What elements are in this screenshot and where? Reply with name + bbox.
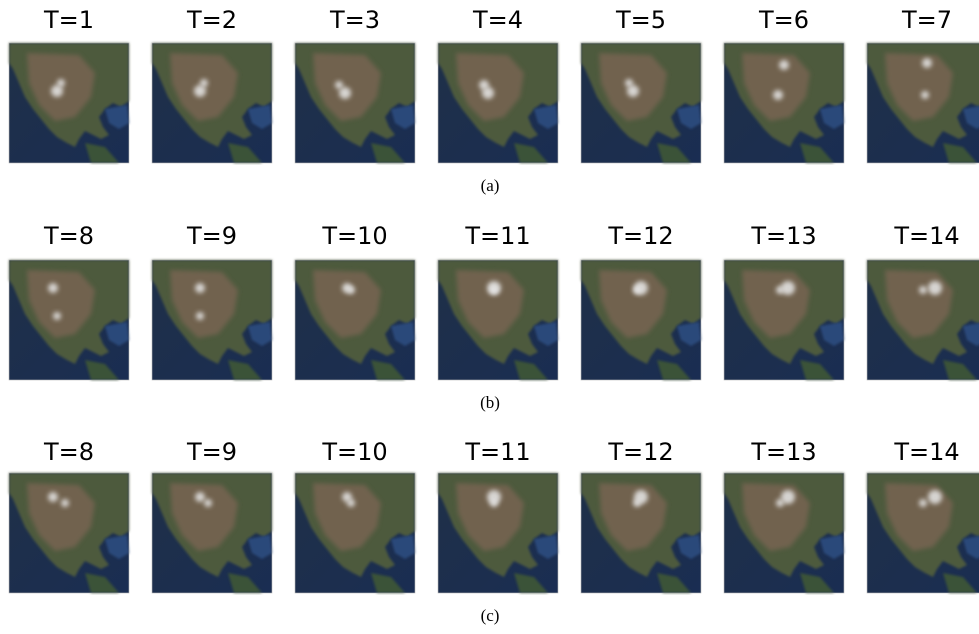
cloud <box>347 286 355 294</box>
cloud <box>776 286 784 294</box>
map-thumbnail <box>581 43 701 163</box>
figure: T=1 T=2 T=3 T=4 T=5 T=6 T=7 (a) T=8 T=9 T=10 T=11 T=… <box>0 0 979 634</box>
frame-label: T=8 <box>43 222 94 250</box>
map-image <box>438 473 558 593</box>
subfigure-caption: (a) <box>481 176 500 195</box>
frame-label: T=9 <box>186 222 237 250</box>
cloud <box>919 286 927 294</box>
cloud <box>779 60 789 70</box>
map-image <box>867 473 979 593</box>
frame-label: T=8 <box>43 438 94 466</box>
cloud <box>776 499 784 507</box>
cloud <box>490 499 498 507</box>
cloud <box>204 499 212 507</box>
frame-label: T=13 <box>750 438 816 466</box>
frame-label: T=3 <box>329 6 380 34</box>
map-thumbnail <box>152 260 272 380</box>
map-image <box>152 43 272 163</box>
subfigure-caption: (b) <box>480 393 500 412</box>
map-image <box>581 43 701 163</box>
map-thumbnail <box>438 260 558 380</box>
map-thumbnail <box>724 473 844 593</box>
map-thumbnail <box>867 260 979 380</box>
map-thumbnail <box>438 473 558 593</box>
map-thumbnail <box>9 43 129 163</box>
map-image <box>724 260 844 380</box>
frame-label: T=2 <box>186 6 237 34</box>
frame-label: T=13 <box>750 222 816 250</box>
frame-label: T=12 <box>607 438 673 466</box>
cloud <box>335 81 343 89</box>
cloud <box>633 499 641 507</box>
cloud <box>195 492 205 502</box>
map-thumbnail <box>9 260 129 380</box>
map-image <box>581 260 701 380</box>
cloud <box>195 283 205 293</box>
map-thumbnail <box>581 473 701 593</box>
cloud <box>633 286 641 294</box>
map-image <box>295 43 415 163</box>
cloud <box>625 79 633 87</box>
cloud <box>347 499 355 507</box>
frame-label: T=6 <box>758 6 809 34</box>
map-image <box>295 473 415 593</box>
map-thumbnail <box>9 473 129 593</box>
map-thumbnail <box>724 43 844 163</box>
cloud <box>48 283 58 293</box>
subfigure-caption: (c) <box>481 606 500 625</box>
map-image <box>867 260 979 380</box>
cloud <box>490 286 498 294</box>
cloud <box>773 90 783 100</box>
map-thumbnail <box>438 43 558 163</box>
map-thumbnail <box>295 473 415 593</box>
cloud <box>61 499 69 507</box>
map-thumbnail <box>867 43 979 163</box>
frame-label: T=11 <box>464 222 530 250</box>
map-thumbnail <box>581 260 701 380</box>
frame-label: T=14 <box>893 438 959 466</box>
map-thumbnail <box>867 473 979 593</box>
frame-label: T=7 <box>901 6 952 34</box>
frame-label: T=11 <box>464 438 530 466</box>
map-image <box>9 43 129 163</box>
frame-label: T=5 <box>615 6 666 34</box>
map-image <box>152 260 272 380</box>
map-thumbnail <box>152 43 272 163</box>
cloud <box>57 79 65 87</box>
cloud <box>928 490 942 504</box>
map-image <box>9 473 129 593</box>
cloud <box>928 281 942 295</box>
map-image <box>152 473 272 593</box>
map-thumbnail <box>724 260 844 380</box>
frame-label: T=4 <box>472 6 523 34</box>
cloud <box>196 312 204 320</box>
frame-label: T=14 <box>893 222 959 250</box>
cloud <box>48 492 58 502</box>
map-image <box>438 43 558 163</box>
frame-label: T=10 <box>321 222 387 250</box>
frame-label: T=1 <box>43 6 94 34</box>
map-image <box>724 473 844 593</box>
frame-label: T=10 <box>321 438 387 466</box>
cloud <box>479 80 489 90</box>
cloud <box>922 58 932 68</box>
map-thumbnail <box>152 473 272 593</box>
map-thumbnail <box>295 260 415 380</box>
map-image <box>9 260 129 380</box>
frame-label: T=12 <box>607 222 673 250</box>
map-thumbnail <box>295 43 415 163</box>
frame-label: T=9 <box>186 438 237 466</box>
map-image <box>438 260 558 380</box>
map-image <box>295 260 415 380</box>
cloud <box>53 312 61 320</box>
cloud <box>919 499 927 507</box>
cloud <box>200 79 208 87</box>
cloud <box>921 91 929 99</box>
cloud <box>339 87 351 99</box>
